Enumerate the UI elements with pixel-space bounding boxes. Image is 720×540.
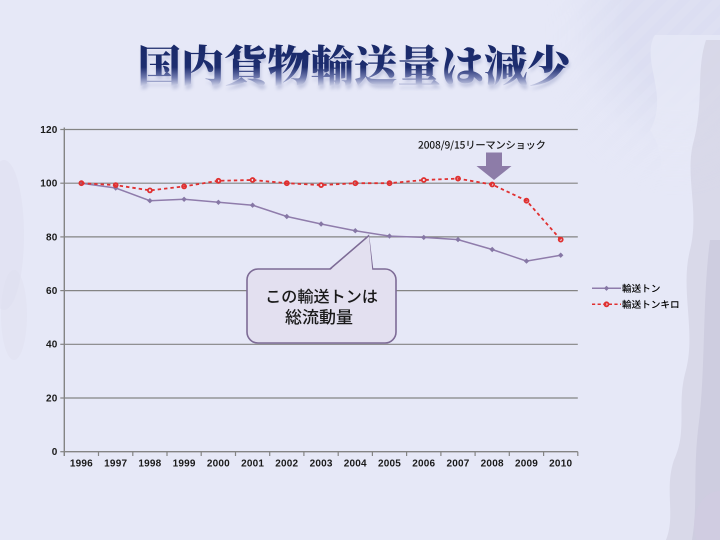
svg-text:2010: 2010: [549, 459, 572, 470]
svg-text:2008: 2008: [481, 459, 504, 470]
svg-text:2000: 2000: [207, 459, 230, 470]
svg-text:1998: 1998: [138, 459, 161, 470]
svg-text:60: 60: [46, 286, 58, 297]
svg-text:120: 120: [40, 125, 58, 136]
svg-text:2007: 2007: [446, 459, 469, 470]
svg-text:2005: 2005: [378, 459, 401, 470]
svg-text:0: 0: [52, 447, 58, 458]
svg-text:1999: 1999: [173, 459, 196, 470]
svg-text:2003: 2003: [310, 459, 333, 470]
svg-text:20: 20: [46, 393, 58, 404]
svg-text:40: 40: [46, 340, 58, 351]
svg-text:2009: 2009: [515, 459, 538, 470]
svg-text:2004: 2004: [344, 459, 367, 470]
svg-text:100: 100: [40, 179, 58, 190]
svg-text:2002: 2002: [275, 459, 298, 470]
svg-text:1997: 1997: [104, 459, 127, 470]
svg-text:1996: 1996: [70, 459, 93, 470]
svg-text:2001: 2001: [241, 459, 264, 470]
svg-text:2006: 2006: [412, 459, 435, 470]
svg-text:80: 80: [46, 232, 58, 243]
